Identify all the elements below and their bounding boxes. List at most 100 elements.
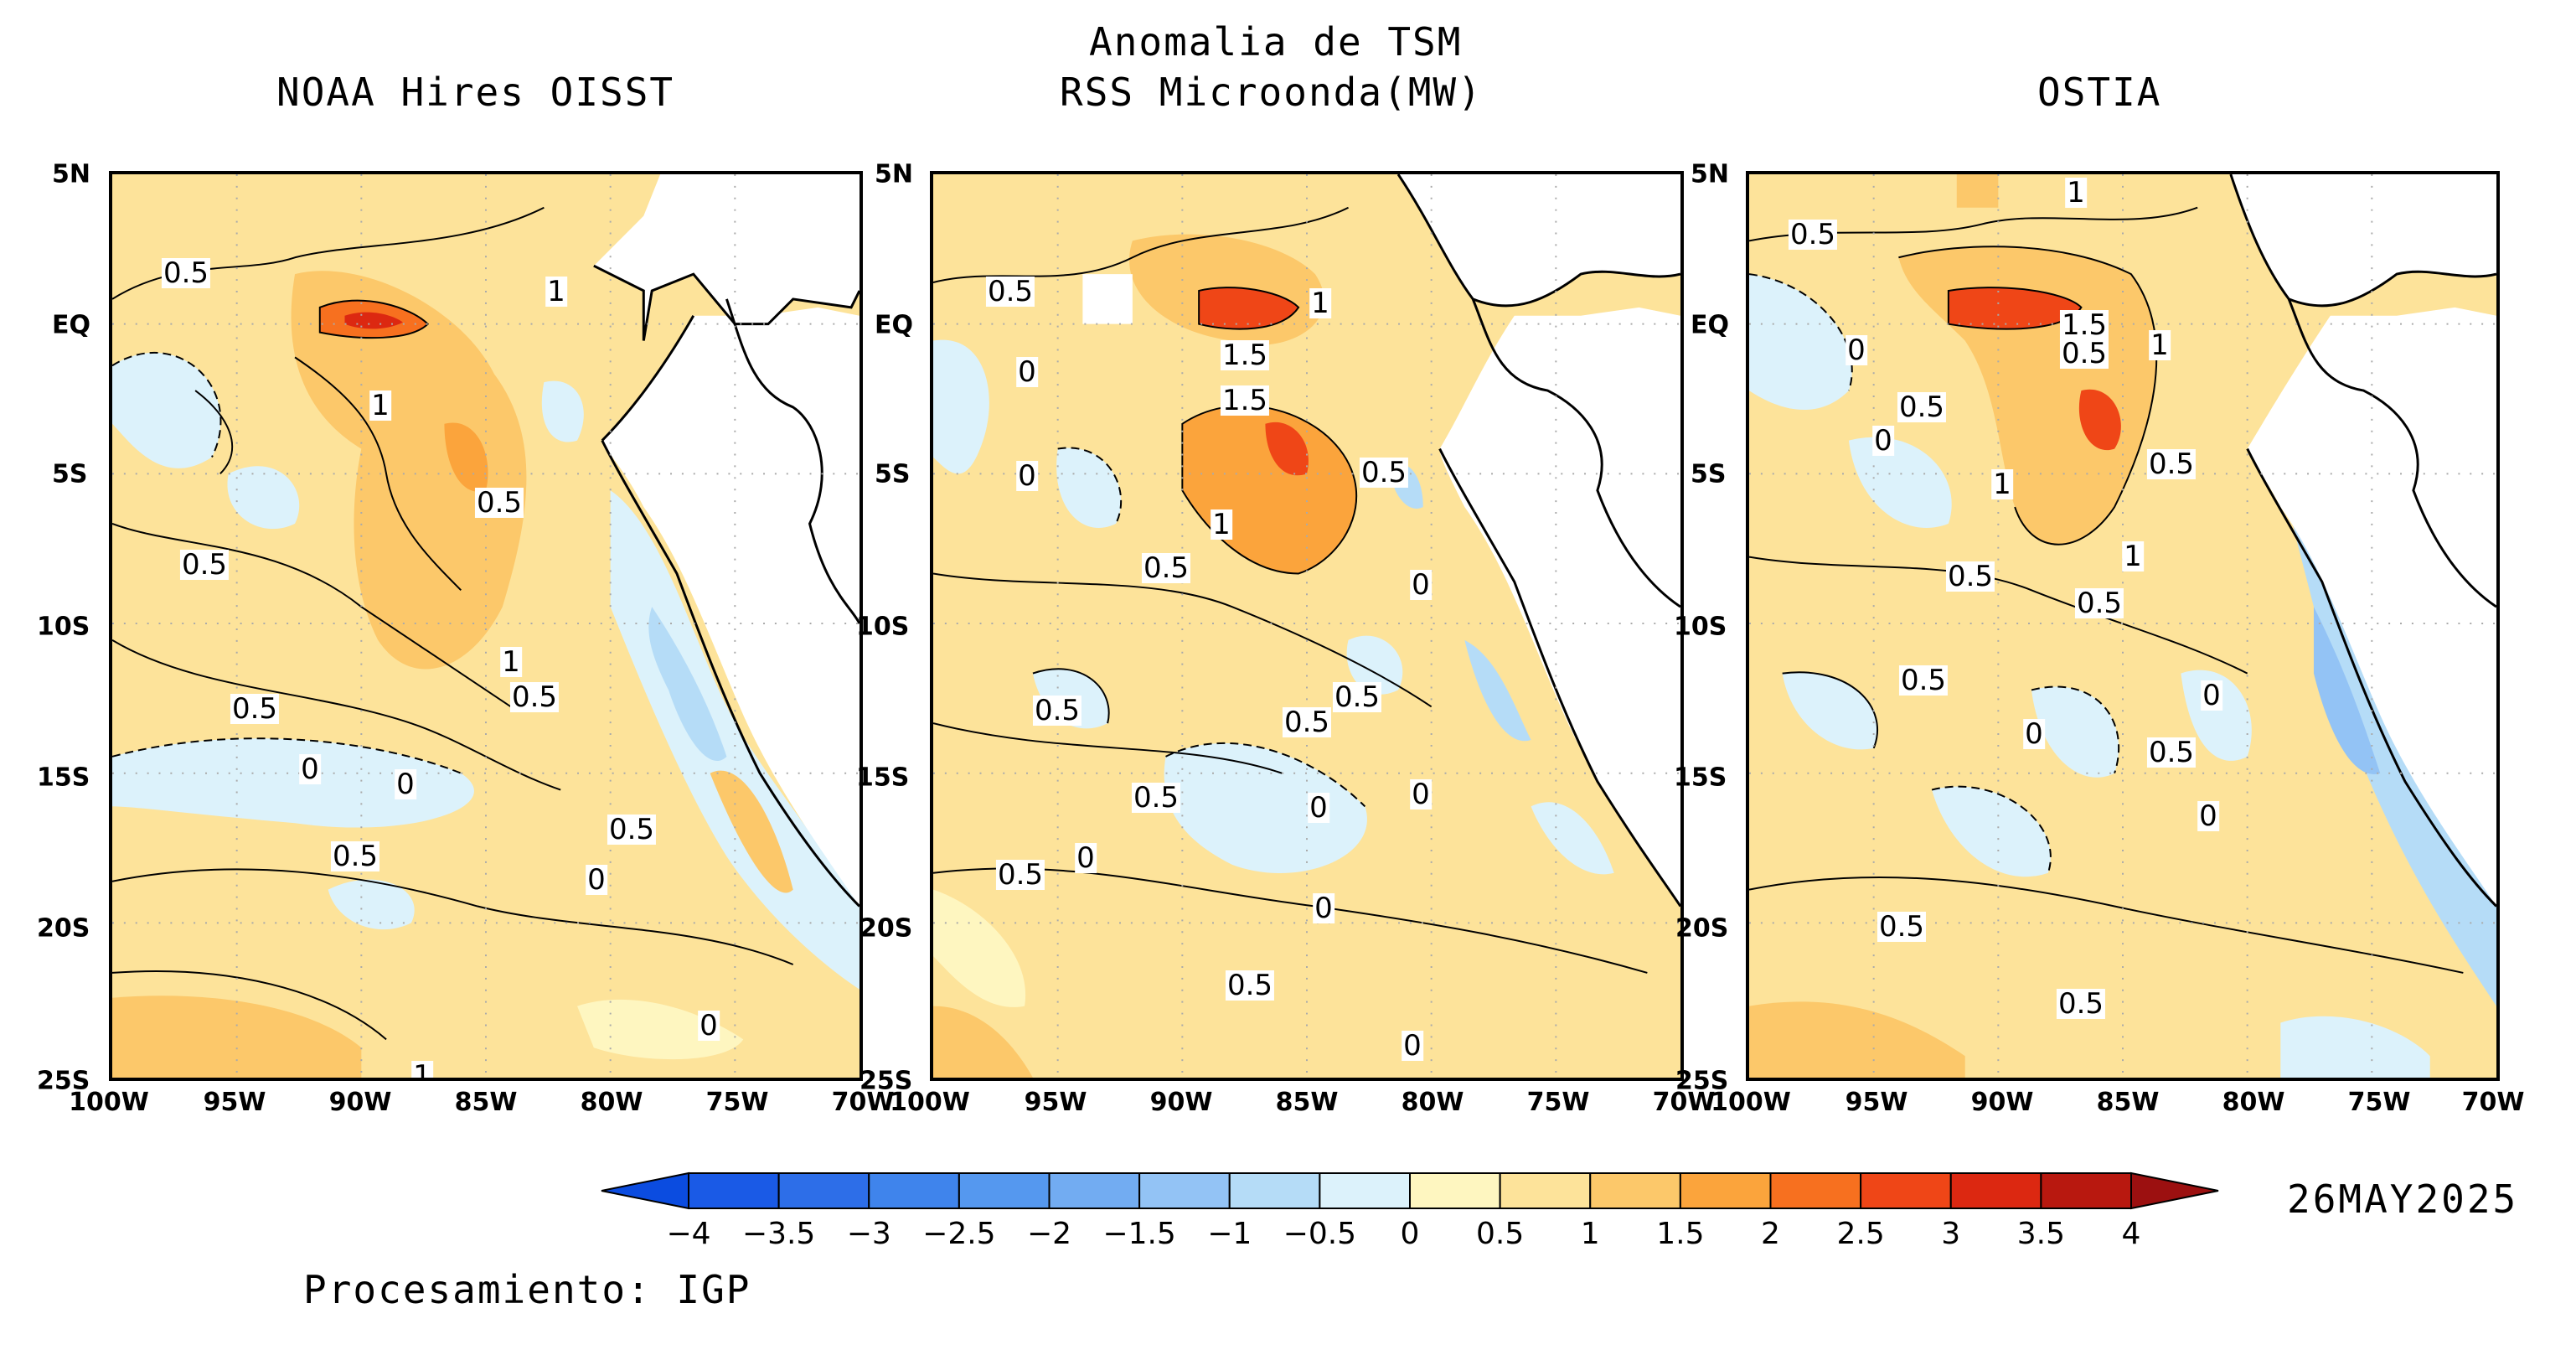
sst-anomaly-map-oisst (112, 174, 860, 1078)
lat-tick-label: 25S (1675, 1066, 1729, 1096)
sst-anomaly-map-rss (933, 174, 1680, 1078)
contour-label: 0.5 (2146, 736, 2197, 769)
lat-tick-label: 25S (37, 1066, 90, 1096)
colorbar-bin (958, 1172, 1051, 1209)
contour-label: 0 (395, 768, 416, 801)
colorbar-bin (1409, 1172, 1501, 1209)
lon-tick-label: 90W (1970, 1088, 2034, 1117)
contour-label: 0.5 (1877, 910, 1927, 944)
contour-label: 0 (1313, 892, 1334, 925)
lat-tick-label: EQ (875, 310, 913, 340)
contour-label: 1 (369, 389, 391, 422)
lon-tick-label: 95W (203, 1088, 266, 1117)
contour-label: 1 (1309, 287, 1331, 320)
contour-label: 0 (2023, 717, 2045, 751)
contour-label: 0.5 (1945, 560, 1995, 593)
colorbar-bin (1860, 1172, 1952, 1209)
lat-tick-label: 5N (875, 159, 913, 189)
contour-label: 0.5 (1898, 664, 1949, 697)
colorbar-tick-label: −1.5 (1102, 1217, 1176, 1251)
colorbar-bin (688, 1172, 780, 1209)
colorbar-tick-label: −3 (846, 1217, 891, 1251)
contour-label: 0 (1308, 791, 1329, 825)
contour-label: 0 (586, 863, 607, 897)
contour-label: 0.5 (2074, 587, 2124, 620)
colorbar-tick-label: −2 (1026, 1217, 1072, 1251)
colorbar-tick-label: −4 (666, 1217, 711, 1251)
contour-label: 0 (1410, 778, 1432, 811)
colorbar-over-arrow (2130, 1171, 2219, 1210)
contour-label: 0 (698, 1009, 720, 1042)
contour-label: 1.5 (1220, 384, 1270, 417)
colorbar-bin (868, 1172, 960, 1209)
lat-tick-label: 20S (1675, 913, 1729, 944)
lat-tick-label: 20S (37, 913, 90, 944)
colorbar-tick-label: 2 (1761, 1217, 1780, 1251)
colorbar-tick-label: 1.5 (1656, 1217, 1705, 1251)
lat-tick-label: 5N (52, 159, 90, 189)
lon-tick-label: 80W (2222, 1088, 2285, 1117)
contour-label: 0.5 (607, 813, 657, 846)
lat-tick-label: 5S (1691, 459, 1727, 489)
lon-tick-label: 90W (328, 1088, 392, 1117)
contour-label: 1 (1211, 508, 1232, 541)
contour-label: 1 (411, 1061, 433, 1078)
lat-tick-label: EQ (1691, 310, 1729, 340)
map-panel-ostia: 1 0.5 1.5 0.5 1 0 0.5 0 1 0.5 1 0.5 0.5 … (1746, 171, 2500, 1081)
contour-label: 0 (1016, 355, 1038, 389)
colorbar-tick-label: 2.5 (1836, 1217, 1885, 1251)
lon-tick-label: 85W (2096, 1088, 2160, 1117)
colorbar-tick-label: 3 (1941, 1217, 1961, 1251)
lat-tick-label: 15S (856, 763, 910, 793)
panel-title-ostia: OSTIA (2037, 70, 2162, 115)
contour-label: 0 (1075, 841, 1097, 875)
lon-tick-label: 70W (1652, 1088, 1716, 1117)
contour-label: 1.5 (2059, 308, 2109, 342)
colorbar-bin (1319, 1172, 1411, 1209)
lat-tick-label: 5N (1691, 159, 1729, 189)
lon-tick-label: 80W (1401, 1088, 1464, 1117)
colorbar-tick-label: 4 (2121, 1217, 2141, 1251)
contour-label: 0 (2201, 679, 2222, 712)
lon-tick-label: 75W (705, 1088, 769, 1117)
lon-tick-label: 95W (1845, 1088, 1908, 1117)
lon-tick-label: 90W (1149, 1088, 1213, 1117)
colorbar-bin (1499, 1172, 1592, 1209)
lon-tick-label: 80W (580, 1088, 643, 1117)
contour-label: 0 (2197, 799, 2219, 833)
colorbar-tick-label: −2.5 (922, 1217, 996, 1251)
lat-tick-label: 20S (860, 913, 913, 944)
contour-label: 0.5 (1282, 706, 1332, 739)
contour-label: 0.5 (179, 548, 230, 582)
colorbar-tick-label: −0.5 (1283, 1217, 1357, 1251)
colorbar-tick-label: 0 (1400, 1217, 1420, 1251)
lon-tick-label: 100W (890, 1088, 970, 1117)
colorbar-tick-label: 0.5 (1475, 1217, 1525, 1251)
lat-tick-label: 10S (1674, 612, 1727, 642)
colorbar-tick-label: −3.5 (741, 1217, 816, 1251)
contour-label: 0.5 (1332, 680, 1382, 714)
date-label: 26MAY2025 (2287, 1177, 2519, 1222)
lon-tick-label: 100W (69, 1088, 149, 1117)
contour-label: 1 (1991, 468, 2013, 501)
contour-label: 0 (1872, 424, 1894, 458)
contour-label: 0.5 (995, 858, 1045, 892)
contour-label: 0.5 (985, 275, 1035, 308)
contour-label: 0.5 (2146, 447, 2197, 481)
lon-tick-label: 75W (1526, 1088, 1590, 1117)
contour-label: 0.5 (474, 486, 524, 520)
contour-label: 0.5 (2059, 337, 2109, 370)
contour-label: 0.5 (1897, 390, 1947, 424)
lon-tick-label: 85W (1275, 1088, 1339, 1117)
map-panel-oisst: 0.5 1 1 0.5 0.5 1 0.5 0.5 0 0 0.5 0.5 0 … (109, 171, 863, 1081)
colorbar-tick-label: −1 (1207, 1217, 1252, 1251)
colorbar-bin (1769, 1172, 1862, 1209)
lon-tick-label: 95W (1024, 1088, 1087, 1117)
contour-label: 1 (2065, 176, 2087, 209)
colorbar-tick-label: 3.5 (2016, 1217, 2066, 1251)
contour-label: 0 (1410, 568, 1432, 602)
panel-title-oisst: NOAA Hires OISST (276, 70, 675, 115)
sst-anomaly-map-ostia (1749, 174, 2496, 1078)
colorbar-bin (1228, 1172, 1321, 1209)
contour-label: 1 (2122, 540, 2144, 573)
